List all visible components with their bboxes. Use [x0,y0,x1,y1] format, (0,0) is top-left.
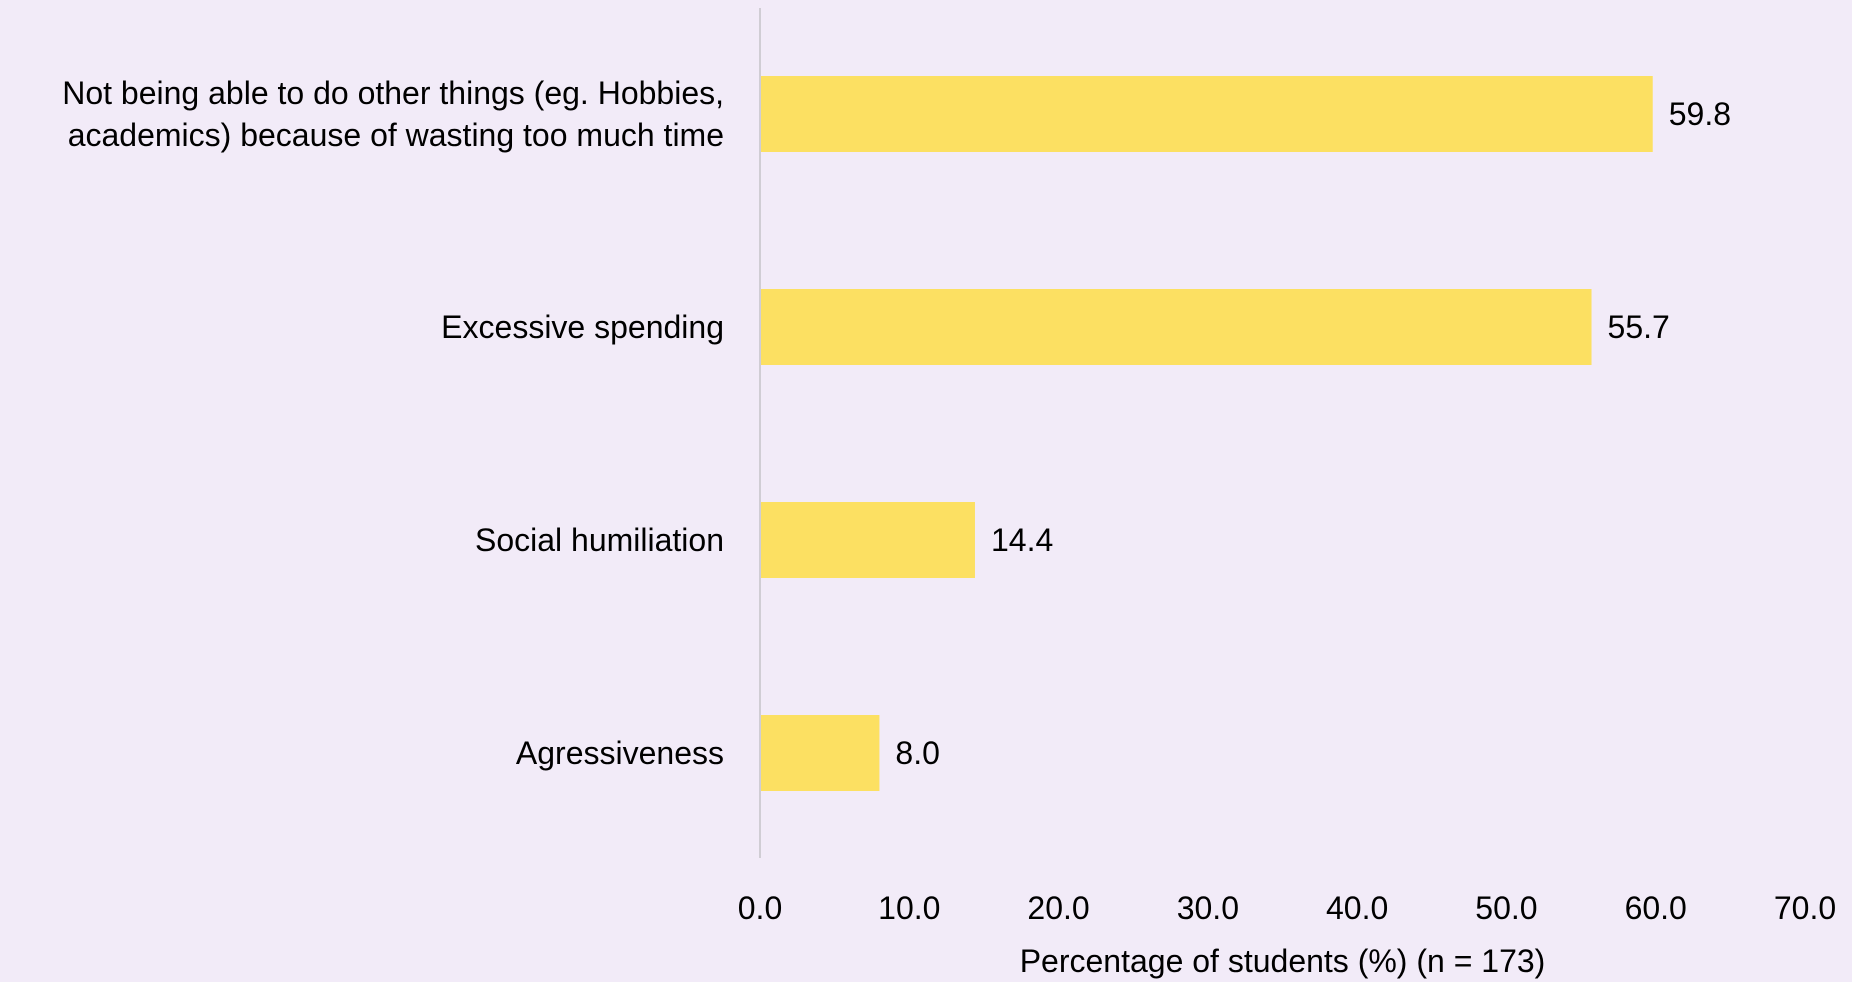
x-tick-label: 0.0 [738,890,782,926]
x-tick-label: 40.0 [1326,890,1388,926]
category-label: Social humiliation [475,522,724,558]
bar [760,76,1653,152]
category-label-line: Social humiliation [475,522,724,558]
category-label-line: academics) because of wasting too much t… [68,117,724,153]
x-tick-label: 10.0 [878,890,940,926]
value-labels-group: 59.8 55.7 14.4 8.0 [895,96,1731,771]
category-label-line: Not being able to do other things (eg. H… [62,75,724,111]
x-tick-label: 30.0 [1177,890,1239,926]
x-tick-labels-group: 0.0 10.0 20.0 30.0 40.0 50.0 60.0 70.0 [738,890,1836,926]
category-label-line: Excessive spending [441,309,724,345]
bar [760,715,880,791]
category-labels-group: Not being able to do other things (eg. H… [62,75,724,771]
bars-group [760,76,1653,791]
category-label: Not being able to do other things (eg. H… [62,75,724,153]
bar [760,289,1592,365]
x-tick-label: 70.0 [1774,890,1836,926]
bar-value-label: 8.0 [895,735,939,771]
x-tick-label: 20.0 [1027,890,1089,926]
x-tick-label: 60.0 [1625,890,1687,926]
bar-value-label: 14.4 [991,522,1053,558]
category-label-line: Agressiveness [516,735,724,771]
x-tick-label: 50.0 [1475,890,1537,926]
category-label: Agressiveness [516,735,724,771]
category-label: Excessive spending [441,309,724,345]
bar [760,502,975,578]
bar-value-label: 55.7 [1608,309,1670,345]
bar-value-label: 59.8 [1669,96,1731,132]
x-axis-title: Percentage of students (%) (n = 173) [1020,943,1546,979]
